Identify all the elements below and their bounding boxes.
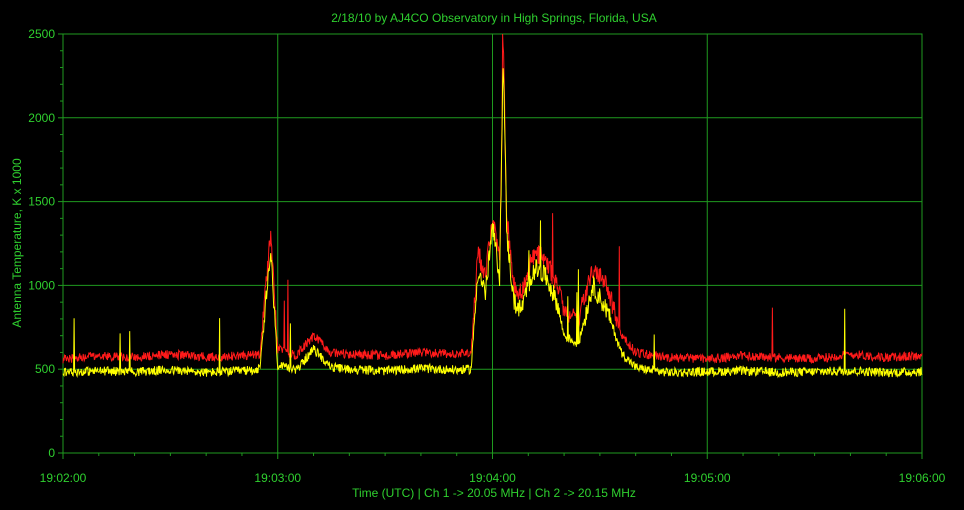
- y-tick-label: 0: [48, 446, 55, 460]
- series-layer: [62, 33, 923, 379]
- y-tick-labels: 0 500 1000 1500 2000 2500: [28, 27, 55, 460]
- y-tick-label: 1000: [28, 278, 55, 292]
- series-line-2: [62, 68, 923, 379]
- x-tick-label: 19:02:00: [40, 471, 87, 485]
- y-tick-label: 2000: [28, 111, 55, 125]
- x-tick-label: 19:06:00: [899, 471, 946, 485]
- chart-title: 2/18/10 by AJ4CO Observatory in High Spr…: [331, 11, 656, 25]
- y-tick-label: 1500: [28, 195, 55, 209]
- grid: [63, 34, 922, 453]
- y-axis-label: Antenna Temperature, K x 1000: [10, 158, 24, 328]
- plot-area: [58, 33, 923, 459]
- y-tick-label: 2500: [28, 27, 55, 41]
- x-tick-label: 19:03:00: [254, 471, 301, 485]
- x-tick-labels: 19:02:00 19:03:00 19:04:00 19:05:00 19:06:00: [40, 471, 946, 485]
- x-tick-label: 19:05:00: [684, 471, 731, 485]
- minor-ticks: [58, 33, 923, 459]
- y-tick-label: 500: [35, 362, 55, 376]
- x-tick-label: 19:04:00: [469, 471, 516, 485]
- x-axis-label: Time (UTC) | Ch 1 -> 20.05 MHz | Ch 2 ->…: [352, 486, 636, 500]
